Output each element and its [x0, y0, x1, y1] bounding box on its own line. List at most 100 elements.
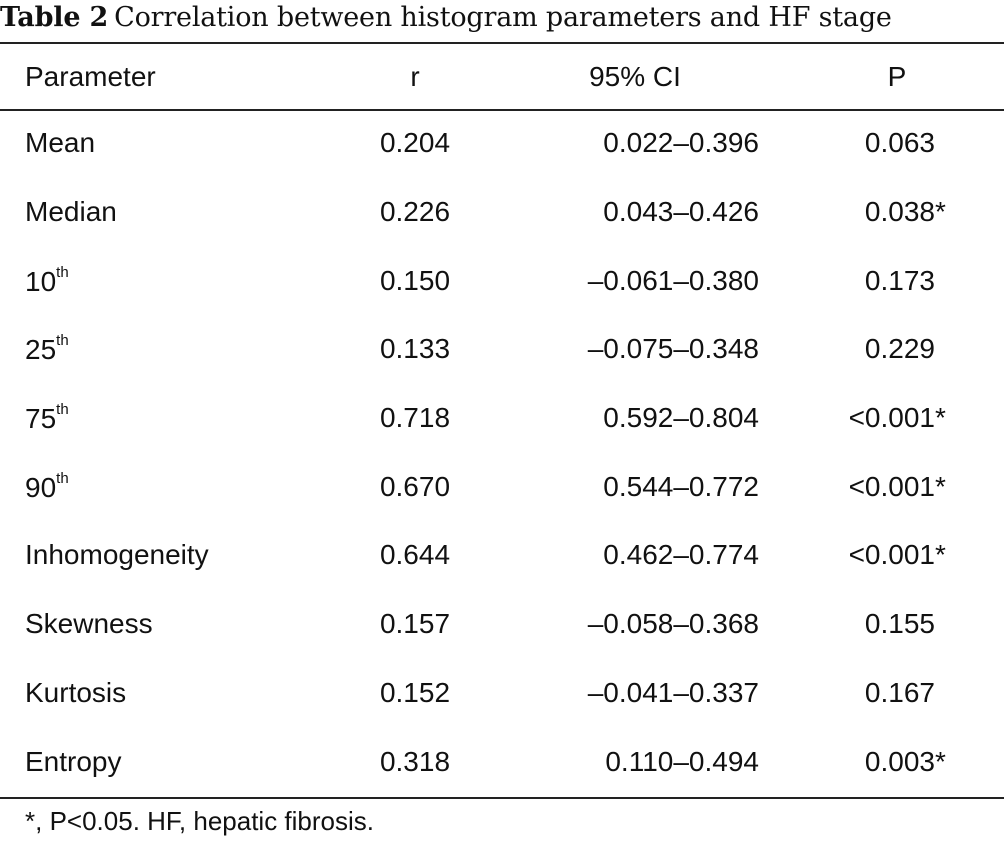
correlation-table: Parameter r 95% CI P Mean 0.204 0.022–0.39… [0, 44, 1004, 796]
cell-ci: –0.061–0.380 [587, 264, 759, 296]
parameter-name: 90 [25, 471, 57, 503]
cell-r: 0.318 [379, 745, 451, 777]
parameter-name: 10 [25, 265, 57, 297]
cell-p: <0.001* [765, 521, 1004, 590]
p-value-group: 0.155 [847, 608, 947, 640]
p-value-group: 0.063 [847, 127, 947, 159]
table-footnote: *, P<0.05. HF, hepatic fibrosis. [25, 806, 375, 836]
cell-ci: 0.022–0.396 [603, 127, 759, 159]
cell-ci: 0.110–0.494 [605, 745, 759, 777]
parameter-superscript: th [56, 332, 69, 350]
parameter-superscript: th [56, 469, 69, 487]
parameter-name: Kurtosis [25, 676, 127, 708]
p-value: 0.229 [864, 333, 935, 365]
cell-parameter: Mean [0, 109, 325, 178]
parameter-name: 75 [25, 403, 57, 435]
p-value: 0.003 [864, 745, 935, 777]
cell-p: 0.167 [765, 659, 1004, 728]
header-rule [0, 109, 1004, 111]
header-p: P [887, 60, 907, 92]
cell-parameter: Entropy [0, 727, 325, 796]
parameter-superscript: th [56, 401, 69, 419]
cell-ci: –0.075–0.348 [587, 333, 759, 365]
parameter-name: 25 [25, 334, 57, 366]
p-value-group: <0.001* [847, 539, 947, 571]
table-row: Kurtosis 0.152 –0.041–0.337 0.167 [0, 659, 1004, 728]
header-ci: 95% CI [589, 60, 681, 92]
table-row: Mean 0.204 0.022–0.396 0.063 [0, 109, 1004, 178]
cell-p: 0.173 [765, 246, 1004, 315]
cell-r: 0.226 [379, 196, 451, 228]
table-row: 10th 0.150 –0.061–0.380 0.173 [0, 246, 1004, 315]
parameter-name: Entropy [25, 745, 122, 777]
significance-mark: * [935, 539, 946, 571]
significance-mark: * [935, 470, 946, 502]
cell-p: 0.003* [765, 727, 1004, 796]
bottom-rule [0, 797, 1004, 799]
table-caption: Table 2 Correlation between histogram par… [0, 0, 892, 40]
cell-p: 0.063 [765, 109, 1004, 178]
cell-ci: 0.043–0.426 [603, 196, 759, 228]
cell-parameter: 25th [0, 315, 325, 384]
cell-parameter: Median [0, 178, 325, 247]
p-value: 0.063 [864, 127, 935, 159]
cell-ci: 0.592–0.804 [603, 402, 759, 434]
cell-r: 0.204 [379, 127, 451, 159]
table-row: 25th 0.133 –0.075–0.348 0.229 [0, 315, 1004, 384]
cell-p: 0.155 [765, 590, 1004, 659]
significance-mark: * [935, 745, 946, 777]
top-rule [0, 42, 1004, 44]
cell-ci: 0.462–0.774 [603, 539, 759, 571]
parameter-name: Inhomogeneity [25, 539, 209, 571]
parameter-superscript: th [56, 263, 69, 281]
cell-r: 0.152 [379, 676, 451, 708]
cell-r: 0.133 [379, 333, 451, 365]
p-value-group: <0.001* [847, 471, 947, 503]
p-value: <0.001 [848, 539, 935, 571]
cell-p: 0.229 [765, 315, 1004, 384]
p-value-group: 0.038* [847, 196, 947, 228]
cell-parameter: 90th [0, 452, 325, 521]
p-value: <0.001 [848, 470, 935, 502]
cell-ci: –0.041–0.337 [587, 676, 759, 708]
parameter-name: Skewness [25, 608, 153, 640]
cell-r: 0.670 [379, 470, 451, 502]
table-row: Median 0.226 0.043–0.426 0.038* [0, 178, 1004, 247]
header-r: r [410, 60, 420, 92]
p-value-group: 0.167 [847, 677, 947, 709]
significance-mark: * [935, 402, 946, 434]
table-row: 90th 0.670 0.544–0.772 <0.001* [0, 452, 1004, 521]
table-header-row: Parameter r 95% CI P [0, 44, 1004, 109]
parameter-name: Mean [25, 127, 96, 159]
cell-r: 0.718 [379, 402, 451, 434]
cell-ci: 0.544–0.772 [603, 470, 759, 502]
cell-p: 0.038* [765, 178, 1004, 247]
cell-parameter: Kurtosis [0, 659, 325, 728]
cell-r: 0.150 [379, 264, 451, 296]
p-value-group: <0.001* [847, 402, 947, 434]
cell-r: 0.157 [379, 608, 451, 640]
p-value: 0.167 [864, 676, 935, 708]
significance-mark: * [935, 196, 946, 228]
cell-ci: –0.058–0.368 [587, 608, 759, 640]
p-value: 0.038 [864, 196, 935, 228]
cell-p: <0.001* [765, 384, 1004, 453]
p-value-group: 0.173 [847, 265, 947, 297]
table-row: Skewness 0.157 –0.058–0.368 0.155 [0, 590, 1004, 659]
table-row: Entropy 0.318 0.110–0.494 0.003* [0, 727, 1004, 796]
cell-parameter: Inhomogeneity [0, 521, 325, 590]
p-value-group: 0.229 [847, 333, 947, 365]
p-value-group: 0.003* [847, 746, 947, 778]
table-body: Mean 0.204 0.022–0.396 0.063 Median 0.226 0.04… [0, 109, 1004, 796]
cell-p: <0.001* [765, 452, 1004, 521]
header-parameter: Parameter [25, 60, 156, 92]
cell-parameter: 10th [0, 246, 325, 315]
cell-parameter: 75th [0, 384, 325, 453]
table-title: Correlation between histogram parameters… [114, 2, 892, 33]
table-row: 75th 0.718 0.592–0.804 <0.001* [0, 384, 1004, 453]
p-value: <0.001 [848, 402, 935, 434]
table-label: Table 2 [0, 2, 109, 33]
cell-r: 0.644 [379, 539, 451, 571]
parameter-name: Median [25, 196, 117, 228]
p-value: 0.155 [864, 608, 935, 640]
